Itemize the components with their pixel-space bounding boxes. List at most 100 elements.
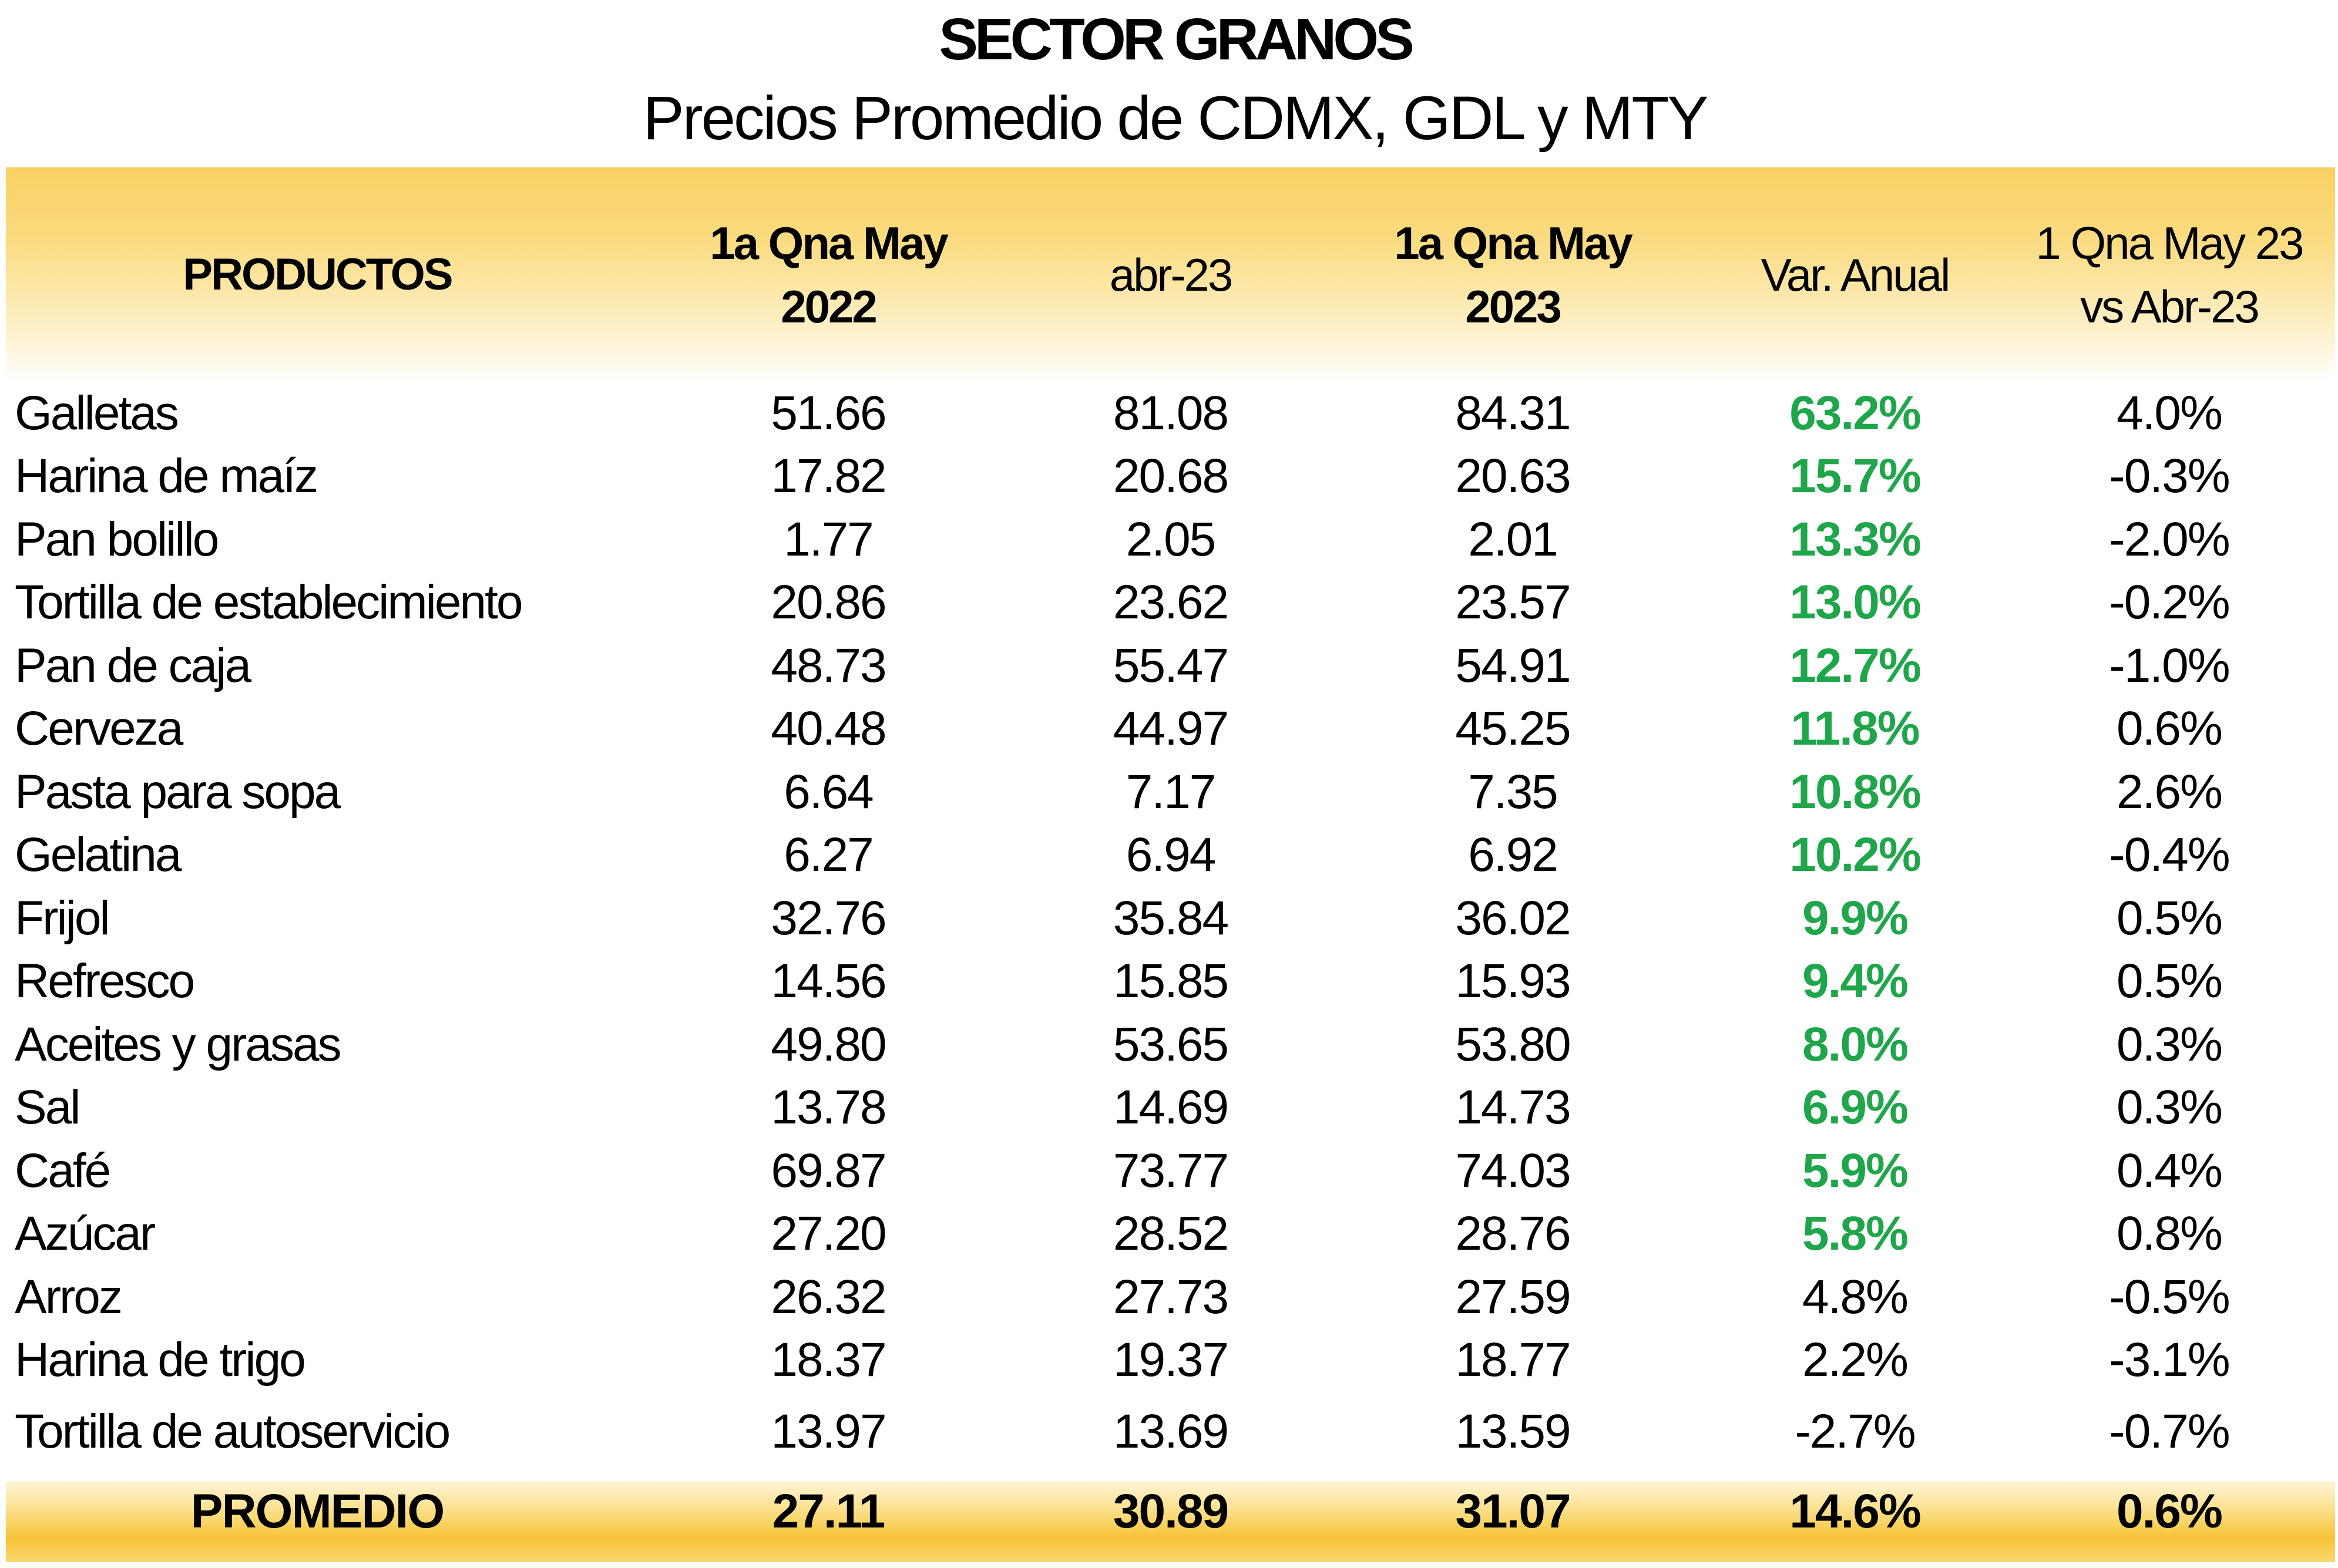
var-mensual: 4.0% [2117, 386, 2223, 440]
table-row: Gelatina 6.27 6.94 6.92 10.2% -0.4% [0, 824, 2335, 887]
product-name: Azúcar [15, 1207, 156, 1261]
var-anual: 15.7% [1789, 449, 1922, 503]
price-may23: 15.93 [1455, 954, 1571, 1008]
var-anual: 9.9% [1802, 891, 1909, 945]
product-name: Tortilla de autoservicio [15, 1404, 451, 1458]
table-row: Sal 13.78 14.69 14.73 6.9% 0.3% [0, 1076, 2335, 1140]
price-abr23: 15.85 [1113, 954, 1229, 1008]
price-may23: 18.77 [1455, 1333, 1571, 1387]
price-abr23: 81.08 [1113, 386, 1229, 440]
var-anual: 10.8% [1789, 765, 1922, 819]
product-name: Frijol [15, 891, 110, 945]
price-abr23: 28.52 [1113, 1207, 1229, 1261]
var-mensual: 2.6% [2117, 765, 2223, 819]
var-mensual: 0.3% [2117, 1081, 2223, 1135]
table-row: Pan de caja 48.73 55.47 54.91 12.7% -1.0… [0, 634, 2335, 698]
product-name: Harina de maíz [15, 449, 318, 503]
var-anual: 9.4% [1802, 954, 1909, 1008]
price-may22: 49.80 [771, 1017, 886, 1071]
header-row: PRODUCTOS 1a Qna May 2022 abr-23 1a Qna M… [0, 167, 2335, 382]
price-may22: 17.82 [771, 449, 886, 503]
var-anual: 4.8% [1802, 1270, 1909, 1324]
price-abr23: 53.65 [1113, 1017, 1229, 1071]
price-abr23: 2.05 [1126, 512, 1217, 566]
var-mensual: 0.5% [2117, 954, 2223, 1008]
table-row: Café 69.87 73.77 74.03 5.9% 0.4% [0, 1139, 2335, 1203]
price-may22: 6.64 [784, 765, 874, 819]
price-abr23: 20.68 [1113, 449, 1229, 503]
var-mensual: -2.0% [2109, 512, 2230, 566]
price-may22: 40.48 [771, 702, 886, 756]
price-abr23: 14.69 [1113, 1081, 1229, 1135]
var-mensual: 0.8% [2117, 1207, 2223, 1261]
price-may22: 27.20 [771, 1207, 886, 1261]
price-table: PRODUCTOS 1a Qna May 2022 abr-23 1a Qna M… [0, 167, 2335, 1552]
price-may23: 45.25 [1455, 702, 1571, 756]
var-mensual: -0.7% [2109, 1404, 2230, 1458]
table-row: Harina de maíz 17.82 20.68 20.63 15.7% -… [0, 445, 2335, 509]
footer-band [6, 1481, 2335, 1562]
header-band [6, 167, 2335, 382]
table-row: Tortilla de establecimiento 20.86 23.62 … [0, 571, 2335, 635]
var-anual: 5.8% [1802, 1207, 1909, 1261]
price-may23: 84.31 [1455, 386, 1571, 440]
var-anual: 12.7% [1789, 638, 1922, 692]
product-name: Pasta para sopa [15, 765, 341, 819]
total-abr23: 30.89 [1113, 1485, 1229, 1538]
var-mensual: -3.1% [2109, 1333, 2230, 1387]
price-abr23: 27.73 [1113, 1270, 1229, 1324]
var-anual: 5.9% [1802, 1143, 1909, 1197]
header-var-mensual: 1 Qna May 23 vs Abr-23 [2035, 217, 2305, 332]
var-anual: 63.2% [1789, 386, 1922, 440]
product-name: Sal [15, 1081, 81, 1135]
price-may23: 28.76 [1455, 1207, 1571, 1261]
product-name: Pan de caja [15, 638, 251, 692]
table-row: Galletas 51.66 81.08 84.31 63.2% 4.0% [0, 382, 2335, 445]
total-label: PROMEDIO [190, 1485, 445, 1538]
product-name: Gelatina [15, 828, 182, 882]
var-mensual: 0.4% [2117, 1143, 2223, 1197]
var-anual: 13.3% [1789, 512, 1922, 566]
price-abr23: 6.94 [1126, 828, 1217, 882]
price-may22: 26.32 [771, 1270, 886, 1324]
price-may23: 2.01 [1468, 512, 1558, 566]
table-row: Cerveza 40.48 44.97 45.25 11.8% 0.6% [0, 698, 2335, 761]
var-mensual: -0.5% [2109, 1270, 2230, 1324]
var-mensual: 0.6% [2117, 702, 2223, 756]
price-may23: 27.59 [1455, 1270, 1571, 1324]
var-anual: 10.2% [1789, 828, 1922, 882]
price-may23: 20.63 [1455, 449, 1571, 503]
var-mensual: 0.5% [2117, 891, 2223, 945]
price-may23: 13.59 [1455, 1404, 1571, 1458]
var-anual: 11.8% [1791, 702, 1920, 756]
product-name: Tortilla de establecimiento [15, 576, 523, 630]
price-may23: 74.03 [1455, 1143, 1571, 1197]
price-abr23: 35.84 [1113, 891, 1229, 945]
var-mensual: -1.0% [2109, 638, 2230, 692]
var-anual: 6.9% [1802, 1081, 1909, 1135]
var-mensual: -0.2% [2109, 576, 2230, 630]
product-name: Aceites y grasas [15, 1017, 342, 1071]
price-may22: 51.66 [771, 386, 886, 440]
table-row: Pan bolillo 1.77 2.05 2.01 13.3% -2.0% [0, 508, 2335, 571]
price-may22: 18.37 [771, 1333, 886, 1387]
var-anual: 8.0% [1802, 1017, 1909, 1071]
price-abr23: 7.17 [1126, 765, 1217, 819]
table-row: Harina de trigo 18.37 19.37 18.77 2.2% -… [0, 1329, 2335, 1392]
table-row: Azúcar 27.20 28.52 28.76 5.8% 0.8% [0, 1203, 2335, 1266]
price-abr23: 23.62 [1113, 576, 1229, 630]
var-mensual: -0.4% [2109, 828, 2230, 882]
price-may23: 14.73 [1455, 1081, 1571, 1135]
table-row: Aceites y grasas 49.80 53.65 53.80 8.0% … [0, 1013, 2335, 1076]
var-anual: 13.0% [1789, 576, 1922, 630]
price-may23: 54.91 [1455, 638, 1571, 692]
price-may22: 69.87 [771, 1143, 886, 1197]
price-may22: 32.76 [771, 891, 886, 945]
price-may23: 6.92 [1468, 828, 1558, 882]
price-abr23: 73.77 [1113, 1143, 1229, 1197]
header-may-2022: 1a Qna May 2022 [710, 217, 949, 332]
price-abr23: 44.97 [1113, 702, 1229, 756]
price-may22: 1.77 [784, 512, 874, 566]
total-may22: 27.11 [772, 1485, 886, 1538]
price-may22: 14.56 [771, 954, 886, 1008]
